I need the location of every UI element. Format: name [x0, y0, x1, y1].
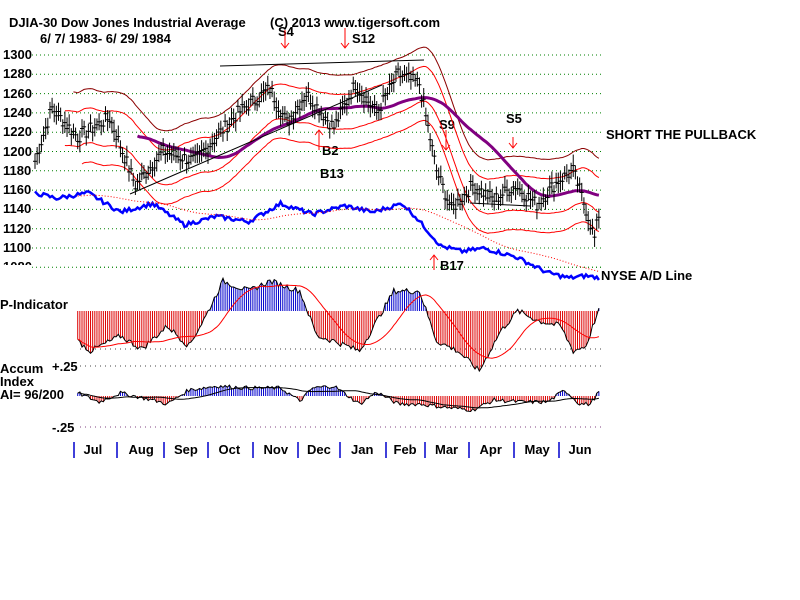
- month-label: Oct: [218, 442, 241, 457]
- y-tick-label: 1180: [3, 162, 32, 178]
- resistance-line: [219, 59, 425, 67]
- uptrend-line: [129, 84, 383, 195]
- y-tick-label: 1120: [3, 220, 32, 236]
- month-label: Feb: [393, 442, 417, 457]
- p-indicator-outline: [77, 276, 600, 373]
- accum-outline: [77, 384, 600, 413]
- short-pullback-note: SHORT THE PULLBACK: [606, 127, 757, 142]
- signal-arrowhead: [429, 254, 439, 261]
- ad-line: [34, 190, 600, 281]
- signal-label: B17: [440, 258, 464, 273]
- moving-average-line: [136, 96, 600, 198]
- month-label: Sep: [174, 442, 198, 457]
- copyright: (C) 2013 www.tigersoft.com: [270, 15, 440, 30]
- ai-value: AI= 96/200: [0, 387, 64, 402]
- month-label: Aug: [128, 442, 154, 457]
- month-label: Jun: [568, 442, 592, 457]
- month-label: Dec: [307, 442, 331, 457]
- signal-arrowhead: [314, 129, 324, 136]
- month-label: Jan: [351, 442, 374, 457]
- y-tick-label: 1280: [3, 66, 32, 82]
- lower-band-outer: [81, 119, 600, 234]
- upper-band-outer: [73, 46, 600, 161]
- support-line: [469, 202, 531, 207]
- signal-arrowhead: [441, 144, 451, 151]
- month-label: Jul: [83, 442, 103, 457]
- chart-title: DJIA-30 Dow Jones Industrial Average: [9, 15, 246, 30]
- signal-label: S12: [352, 31, 376, 46]
- p-indicator-label: P-Indicator: [0, 297, 68, 312]
- signal-arrowhead: [340, 42, 350, 49]
- y-tick-label: 1100: [3, 240, 32, 255]
- y-tick-label: 1240: [3, 104, 32, 120]
- upper-band-inner: [64, 65, 600, 180]
- date-range: 6/ 7/ 1983- 6/ 29/ 1984: [40, 31, 171, 46]
- minus-025-label: -.25: [52, 420, 75, 435]
- month-label: Mar: [435, 442, 459, 457]
- ad-line-label: NYSE A/D Line: [601, 268, 693, 283]
- month-label: May: [524, 442, 550, 457]
- signal-label: S5: [506, 111, 522, 126]
- accum-label: Accum: [0, 361, 44, 376]
- signal-label: S9: [439, 117, 455, 132]
- signal-arrowhead: [280, 42, 290, 49]
- y-tick-label: 1140: [3, 201, 32, 217]
- y-tick-label: 1260: [3, 85, 32, 101]
- y-tick-label: 1160: [3, 182, 32, 198]
- lower-band-inner: [64, 100, 600, 215]
- y-tick-label: 1080: [3, 259, 32, 265]
- signal-arrowhead: [508, 142, 518, 149]
- p-indicator-ma: [77, 284, 600, 359]
- index-label: Index: [0, 374, 34, 389]
- accum-ma: [77, 386, 600, 409]
- signal-label: B13: [320, 166, 344, 181]
- y-tick-label: 1200: [3, 143, 32, 159]
- month-label: Apr: [479, 442, 502, 457]
- ad-line-ma: [77, 194, 600, 272]
- plus-025-label: +.25: [52, 359, 78, 374]
- signal-label: S4: [278, 24, 294, 39]
- y-tick-label: 1300: [3, 47, 32, 62]
- month-label: Nov: [263, 442, 289, 457]
- y-tick-label: 1220: [3, 124, 32, 140]
